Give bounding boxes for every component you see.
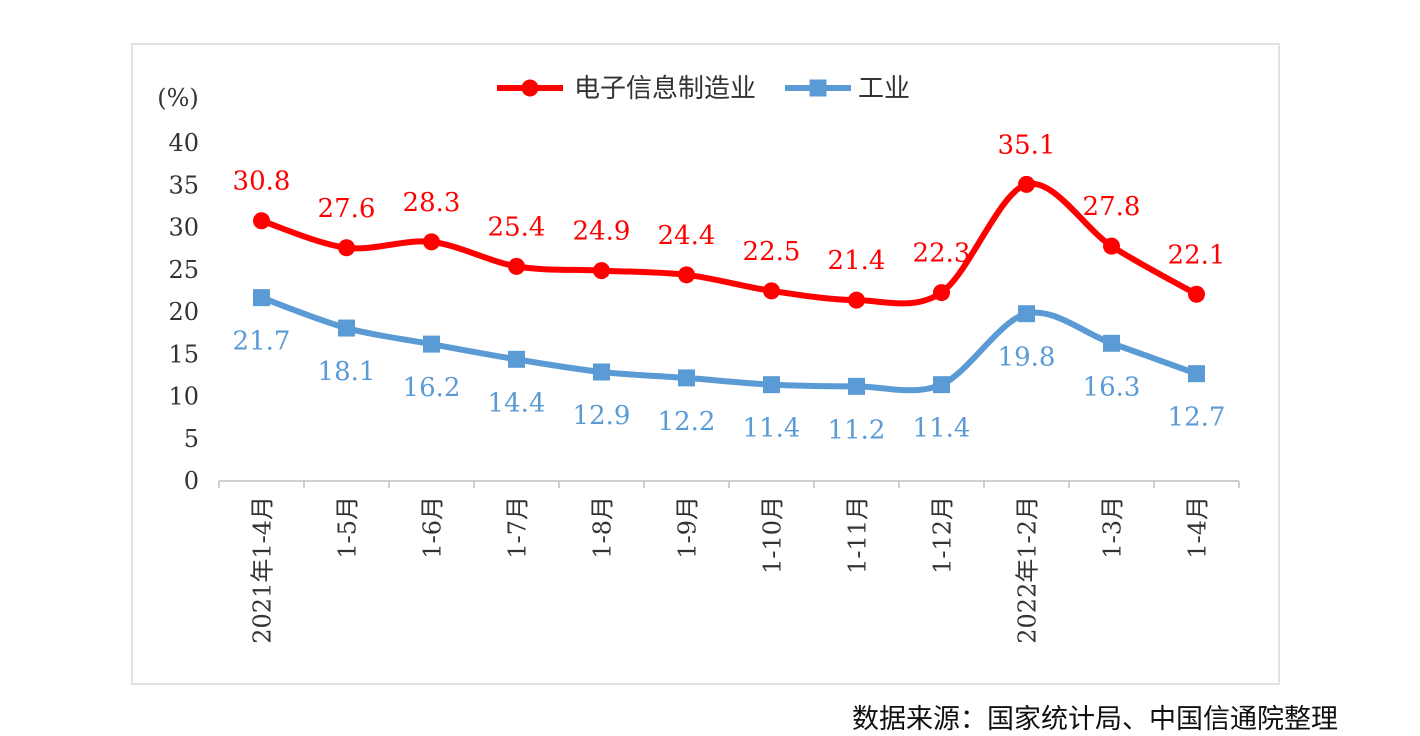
data-label: 24.9 [573,217,631,247]
data-label: 22.3 [913,239,971,269]
data-point [678,266,695,284]
data-label: 12.7 [1168,403,1226,433]
data-label: 28.3 [403,188,461,218]
legend-marker [809,79,827,97]
data-label: 24.4 [658,221,716,251]
x-tick-label: 1-3月 [1099,496,1127,559]
y-tick-label: 5 [184,425,199,453]
data-label: 12.9 [573,401,631,431]
data-label: 27.6 [318,194,376,224]
chart-border [131,43,1280,685]
data-point [1188,365,1205,383]
data-label: 11.2 [828,415,886,445]
data-point [508,257,525,275]
data-label: 21.7 [233,327,291,357]
y-axis: 0 5 10 15 20 25 30 35 40 [168,129,199,495]
data-point [253,289,270,307]
data-label: 16.3 [1083,372,1141,402]
data-point [338,239,355,257]
data-label: 35.1 [998,130,1056,160]
x-tick-label: 1-5月 [334,496,362,559]
x-tick-label: 2021年1-4月 [249,496,277,644]
x-tick-label: 1-8月 [589,496,617,559]
data-point [848,377,865,395]
x-tick-label: 1-4月 [1184,496,1212,559]
x-axis: 2021年1-4月 1-5月 1-6月 1-7月 1-8月 1-9月 1-10月 1-11月 1… [218,480,1240,644]
y-tick-label: 10 [168,383,199,411]
data-label: 12.2 [658,407,716,437]
data-point [933,376,950,394]
data-point [933,284,950,302]
legend-item: 工业 [785,74,910,104]
y-tick-label: 15 [168,340,199,368]
source-note: 数据来源：国家统计局、中国信通院整理 [852,704,1338,735]
legend-label: 工业 [858,74,910,104]
legend-label: 电子信息制造业 [574,74,756,104]
x-tick-label: 1-7月 [504,496,532,559]
data-label: 25.4 [488,212,546,242]
data-point [338,319,355,337]
y-tick-label: 20 [168,298,199,326]
x-tick-label: 1-12月 [929,496,957,574]
y-tick-label: 25 [168,256,199,284]
y-tick-label: 40 [168,129,199,157]
data-point [763,282,780,300]
data-label: 14.4 [488,388,546,418]
data-point [678,369,695,387]
y-unit-label: (%) [157,84,199,112]
data-label: 11.4 [743,414,801,444]
data-point [423,335,440,353]
data-label: 27.8 [1083,192,1141,222]
data-label: 22.1 [1168,240,1226,270]
data-point [763,376,780,394]
legend-item: 电子信息制造业 [497,74,756,104]
x-tick-label: 1-10月 [759,496,787,574]
x-tick-label: 1-9月 [674,496,702,559]
data-point [1018,175,1035,193]
data-point [1103,334,1120,352]
data-point [593,363,610,381]
x-tick-label: 2022年1-2月 [1014,496,1042,644]
data-point [1018,305,1035,323]
data-label: 11.4 [913,414,971,444]
legend-marker [521,79,539,97]
data-label: 16.2 [403,373,461,403]
legend: 电子信息制造业 工业 [497,74,910,104]
data-label: 21.4 [828,246,886,276]
y-tick-label: 35 [168,171,199,199]
data-point [848,291,865,309]
data-label: 19.8 [998,343,1056,373]
data-point [508,350,525,368]
x-tick-label: 1-11月 [844,496,872,574]
data-point [1103,237,1120,255]
y-tick-label: 30 [168,214,199,242]
data-point [423,233,440,251]
data-point [593,262,610,280]
x-tick-label: 1-6月 [419,496,447,559]
data-point [253,212,270,230]
data-point [1188,285,1205,303]
series-layer: 30.8 27.6 28.3 25.4 24.9 24.4 22.5 21.4 22.3 35.1… [233,130,1226,445]
y-tick-label: 0 [184,467,199,495]
series-electronics: 30.8 27.6 28.3 25.4 24.9 24.4 22.5 21.4 22.3 35.1… [233,130,1226,309]
series-industry: 21.7 18.1 16.2 14.4 12.9 12.2 11.4 11.2 11.4 19.8… [233,289,1226,445]
data-label: 30.8 [233,167,291,197]
data-label: 18.1 [318,357,376,387]
data-label: 22.5 [743,237,801,267]
